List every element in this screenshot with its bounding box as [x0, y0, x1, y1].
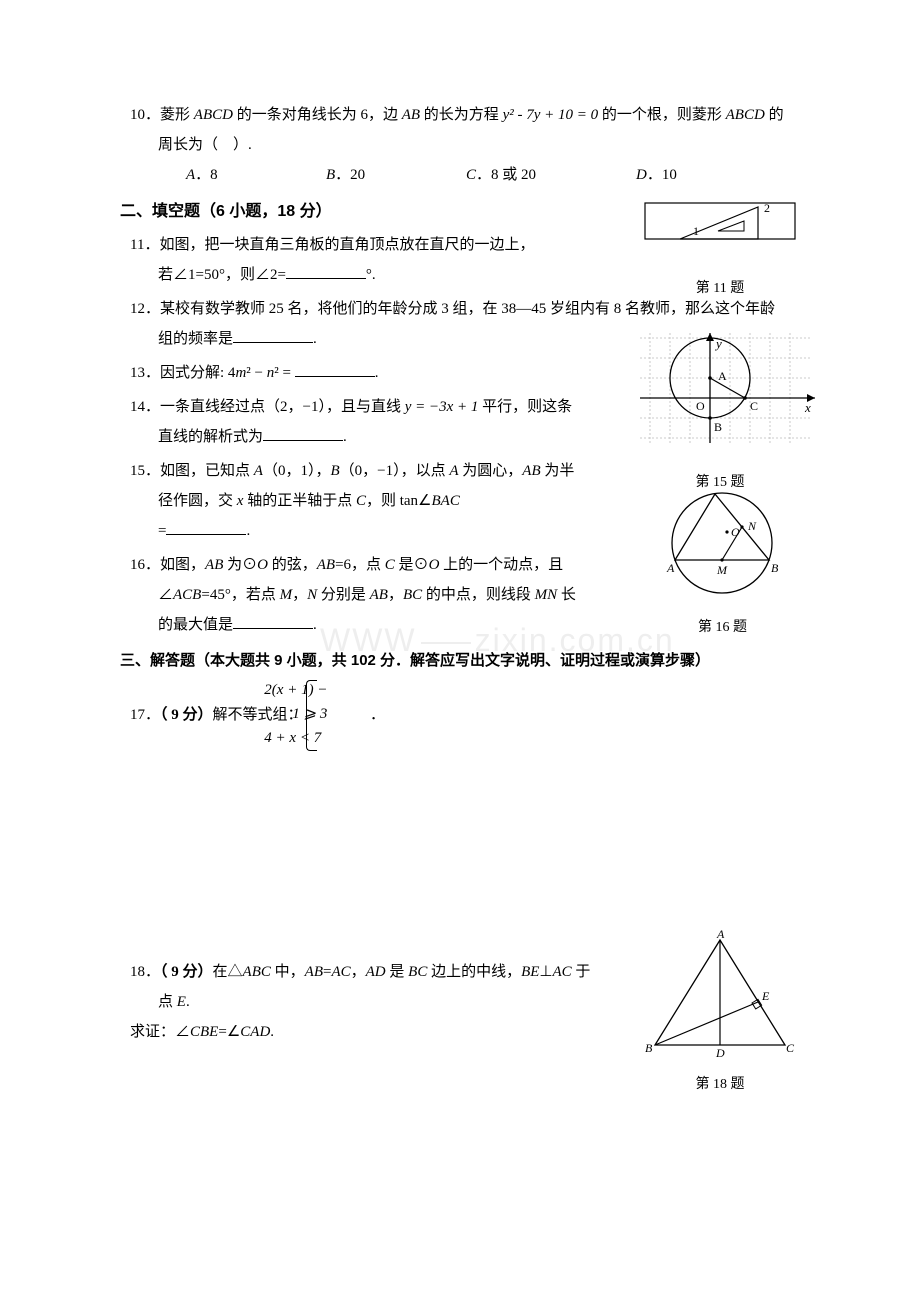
- blank-13: [295, 361, 375, 377]
- figure-18-caption: 第 18 题: [640, 1071, 800, 1099]
- svg-text:y: y: [714, 336, 722, 351]
- choice-a: AA．8．8: [186, 160, 326, 190]
- svg-text:1: 1: [693, 224, 699, 238]
- question-14: 14．一条直线经过点（2，−1），且与直线 y = −3x + 1 平行，则这条…: [130, 392, 578, 452]
- figure-16-caption: 第 16 题: [645, 614, 800, 642]
- q18-num: 18．: [130, 964, 160, 980]
- section-3-title: 三、解答题（本大题共 9 小题，共 102 分．解答应写出文字说明、证明过程或演…: [120, 646, 790, 676]
- figure-11-caption: 第 11 题: [640, 275, 800, 303]
- q12-num: 12．: [130, 301, 160, 317]
- svg-text:C: C: [750, 399, 758, 413]
- question-15: 15．如图，已知点 A（0，1），B（0，−1），以点 A 为圆心，AB 为半径…: [130, 456, 578, 546]
- question-16: 16．如图，AB 为⊙O 的弦，AB=6，点 C 是⊙O 上的一个动点，且∠AC…: [130, 550, 578, 640]
- svg-text:A: A: [716, 930, 725, 941]
- svg-text:D: D: [715, 1046, 725, 1060]
- svg-text:C: C: [786, 1041, 795, 1055]
- svg-text:N: N: [747, 519, 757, 533]
- q10-choices: AA．8．8 B．20 C．8 或 20 D．10: [130, 160, 790, 190]
- svg-text:B: B: [714, 420, 722, 434]
- svg-text:B: B: [771, 561, 779, 575]
- choice-d: D．10: [636, 160, 776, 190]
- svg-text:O: O: [696, 399, 705, 413]
- q10-num: 10．: [130, 107, 160, 123]
- svg-text:O: O: [731, 525, 740, 539]
- svg-text:A: A: [666, 561, 675, 575]
- choice-c: C．8 或 20: [466, 160, 636, 190]
- blank-14: [263, 425, 343, 441]
- q17-num: 17．: [130, 707, 160, 723]
- q15-num: 15．: [130, 463, 160, 479]
- blank-15: [166, 519, 246, 535]
- q13-num: 13．: [130, 365, 160, 381]
- blank-16: [233, 613, 313, 629]
- question-11: 11．如图，把一块直角三角板的直角顶点放在直尺的一边上， 若∠1=50°，则∠2…: [130, 230, 578, 290]
- blank-11: [286, 263, 366, 279]
- svg-text:A: A: [718, 369, 727, 383]
- choice-b: B．20: [326, 160, 466, 190]
- question-10: 10．菱形 ABCD 的一条对角线长为 6，边 AB 的长为方程 y² - 7y…: [130, 100, 790, 190]
- svg-text:2: 2: [764, 201, 770, 215]
- svg-text:E: E: [761, 989, 770, 1003]
- inequality-system: 2(x + 1) − 1 ⩾ 3 4 + x < 7: [306, 678, 366, 753]
- svg-text:M: M: [716, 563, 728, 577]
- q14-num: 14．: [130, 399, 160, 415]
- q16-num: 16．: [130, 557, 160, 573]
- q11-num: 11．: [130, 237, 159, 253]
- figure-15: y x A O B C 第 15 题: [620, 328, 820, 497]
- question-17: 17．（ 9 分）解不等式组： 2(x + 1) − 1 ⩾ 3 4 + x <…: [130, 678, 790, 753]
- svg-text:x: x: [804, 400, 811, 415]
- q14-equation: y = −3x + 1: [405, 399, 479, 415]
- figure-11: 1 2 第 11 题: [640, 198, 800, 303]
- question-18: 18．（ 9 分）在△ABC 中，AB=AC，AD 是 BC 边上的中线，BE⊥…: [130, 957, 598, 1047]
- figure-16: O N A B M 第 16 题: [645, 488, 800, 642]
- svg-text:B: B: [645, 1041, 653, 1055]
- blank-12: [233, 327, 313, 343]
- q10-equation: y² - 7y + 10 = 0: [503, 107, 599, 123]
- figure-18: A B C D E 第 18 题: [640, 930, 800, 1099]
